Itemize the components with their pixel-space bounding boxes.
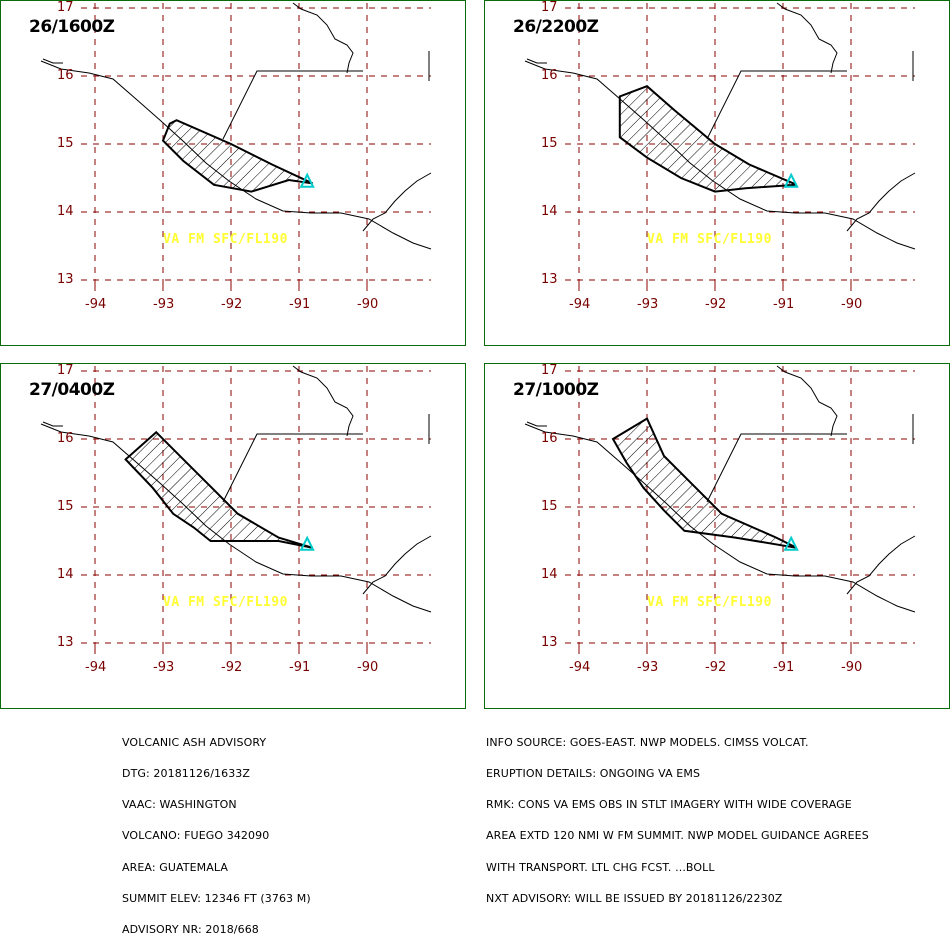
- advisory-line: ERUPTION DETAILS: ONGOING VA EMS: [486, 767, 701, 781]
- flight-level-label: VA FM SFC/FL190: [163, 595, 288, 610]
- longitude-label: -90: [841, 297, 863, 312]
- volcano-marker-icon: [299, 535, 315, 551]
- ash-forecast-panel: 27/1000Z VA FM SFC/FL190 17 16 15 14 13 -94 -93 -…: [484, 363, 950, 709]
- flight-level-label: VA FM SFC/FL190: [647, 232, 772, 247]
- border-line: [846, 535, 916, 595]
- longitude-label: -90: [841, 660, 863, 675]
- latitude-label: 16: [57, 68, 74, 83]
- latitude-label: 13: [57, 272, 74, 287]
- map-canvas: [524, 2, 916, 291]
- forecast-time-label: 26/1600Z: [29, 17, 115, 37]
- border-line: [776, 365, 838, 437]
- longitude-label: -93: [637, 297, 659, 312]
- coastline: [40, 423, 432, 613]
- advisory-line: ADVISORY NR: 2018/668: [122, 923, 259, 937]
- advisory-line: AREA: GUATEMALA: [122, 860, 228, 874]
- latitude-label: 17: [57, 0, 74, 15]
- longitude-label: -92: [221, 660, 243, 675]
- latitude-label: 17: [57, 363, 74, 378]
- map-canvas: [524, 365, 916, 654]
- border-line: [292, 2, 354, 74]
- advisory-line: WITH TRANSPORT. LTL CHG FCST. ...BOLL: [486, 860, 715, 874]
- longitude-label: -92: [705, 660, 727, 675]
- latitude-label: 14: [541, 204, 558, 219]
- forecast-time-label: 27/1000Z: [513, 380, 599, 400]
- border-line: [362, 172, 432, 232]
- advisory-line: VAAC: WASHINGTON: [122, 798, 237, 812]
- flight-level-label: VA FM SFC/FL190: [163, 232, 288, 247]
- advisory-line: RMK: CONS VA EMS OBS IN STLT IMAGERY WIT…: [486, 798, 852, 812]
- latitude-label: 15: [541, 136, 558, 151]
- longitude-label: -94: [85, 297, 107, 312]
- advisory-line: VOLCANIC ASH ADVISORY: [122, 735, 267, 749]
- advisory-line: SUMMIT ELEV: 12346 FT (3763 M): [122, 891, 311, 905]
- longitude-label: -94: [569, 297, 591, 312]
- longitude-label: -91: [773, 297, 795, 312]
- latitude-label: 14: [57, 567, 74, 582]
- latitude-label: 15: [57, 499, 74, 514]
- border-line: [292, 365, 354, 437]
- label-leader-line: [222, 70, 363, 140]
- latitude-label: 15: [541, 499, 558, 514]
- latitude-label: 17: [541, 363, 558, 378]
- longitude-label: -93: [637, 660, 659, 675]
- ash-forecast-panel: 26/2200Z VA FM SFC/FL190 17 16 15 14 13 -94 -93 -…: [484, 0, 950, 346]
- longitude-label: -90: [357, 660, 379, 675]
- longitude-label: -91: [289, 297, 311, 312]
- longitude-label: -93: [153, 660, 175, 675]
- latitude-label: 13: [541, 635, 558, 650]
- map-canvas: [40, 2, 432, 291]
- latitude-label: 14: [57, 204, 74, 219]
- advisory-line: VOLCANO: FUEGO 342090: [122, 829, 270, 843]
- latitude-label: 14: [541, 567, 558, 582]
- longitude-label: -90: [357, 297, 379, 312]
- flight-level-label: VA FM SFC/FL190: [647, 595, 772, 610]
- ash-cloud-polygon: [611, 417, 798, 549]
- ash-forecast-panel: 26/1600Z VA FM SFC/FL190 17 16 15 14 13 -94 -93 -…: [0, 0, 466, 346]
- volcano-marker-icon: [299, 172, 315, 188]
- border-line: [776, 2, 838, 74]
- forecast-time-label: 26/2200Z: [513, 17, 599, 37]
- longitude-label: -91: [289, 660, 311, 675]
- ash-cloud-polygon: [124, 430, 313, 549]
- advisory-line: INFO SOURCE: GOES-EAST. NWP MODELS. CIMS…: [486, 735, 809, 749]
- longitude-label: -92: [221, 297, 243, 312]
- volcano-marker-icon: [783, 535, 799, 551]
- label-leader-line: [222, 433, 363, 503]
- latitude-label: 16: [541, 431, 558, 446]
- ash-cloud-polygon: [161, 119, 314, 193]
- advisory-line: AREA EXTD 120 NMI W FM SUMMIT. NWP MODEL…: [486, 829, 869, 843]
- latitude-label: 15: [57, 136, 74, 151]
- map-canvas: [40, 365, 432, 654]
- latitude-label: 16: [541, 68, 558, 83]
- border-line: [362, 535, 432, 595]
- coastline: [526, 58, 547, 64]
- ash-cloud-polygon: [618, 85, 797, 193]
- latitude-label: 13: [541, 272, 558, 287]
- longitude-label: -94: [85, 660, 107, 675]
- coastline: [42, 58, 63, 64]
- border-line: [846, 172, 916, 232]
- advisory-details-right: INFO SOURCE: GOES-EAST. NWP MODELS. CIMS…: [486, 717, 869, 915]
- forecast-time-label: 27/0400Z: [29, 380, 115, 400]
- coastline: [42, 421, 63, 427]
- advisory-line: DTG: 20181126/1633Z: [122, 767, 251, 781]
- coastline: [526, 421, 547, 427]
- longitude-label: -93: [153, 297, 175, 312]
- longitude-label: -94: [569, 660, 591, 675]
- label-leader-line: [706, 70, 847, 140]
- advisory-header-left: VOLCANIC ASH ADVISORY DTG: 20181126/1633…: [122, 717, 311, 946]
- latitude-label: 17: [541, 0, 558, 15]
- latitude-label: 13: [57, 635, 74, 650]
- volcano-marker-icon: [783, 172, 799, 188]
- ash-forecast-panel: 27/0400Z VA FM SFC/FL190 17 16 15 14 13 -94 -93 -…: [0, 363, 466, 709]
- label-leader-line: [706, 433, 847, 503]
- longitude-label: -92: [705, 297, 727, 312]
- latitude-label: 16: [57, 431, 74, 446]
- coastline: [524, 423, 916, 613]
- advisory-line: NXT ADVISORY: WILL BE ISSUED BY 20181126…: [486, 891, 783, 905]
- longitude-label: -91: [773, 660, 795, 675]
